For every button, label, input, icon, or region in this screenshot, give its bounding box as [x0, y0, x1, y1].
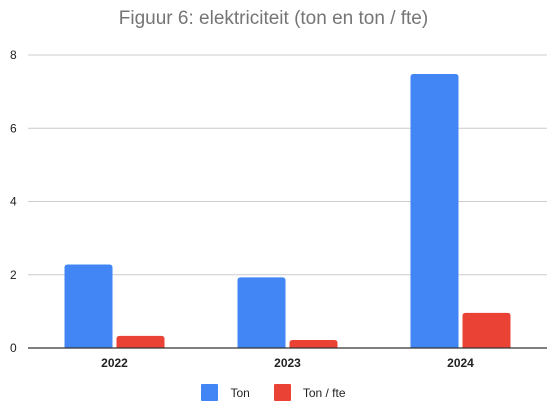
bar-ton-fte-2024: [462, 312, 511, 348]
legend-item-ton-per-fte: Ton / fte: [273, 384, 346, 401]
x-tick-label: 2022: [101, 356, 128, 370]
legend-swatch-ton-per-fte: [273, 384, 291, 401]
bar-ton-2023: [237, 277, 286, 348]
bars: [64, 74, 511, 349]
x-tick-label: 2024: [447, 356, 474, 370]
bar-ton-fte-2023: [289, 339, 338, 348]
y-axis-tick-labels: 0 2 4 6 8: [10, 48, 17, 355]
legend-label-ton: Ton: [230, 385, 250, 400]
x-tick-label: 2023: [274, 356, 301, 370]
legend-item-ton: Ton: [201, 384, 250, 401]
bar-ton-2022: [64, 264, 113, 348]
legend: Ton Ton / fte: [0, 384, 547, 401]
y-tick-label: 8: [10, 48, 17, 62]
legend-swatch-ton: [201, 384, 219, 401]
legend-label-ton-per-fte: Ton / fte: [302, 385, 346, 400]
bar-ton-2024: [410, 74, 459, 349]
bar-ton-fte-2022: [116, 335, 165, 348]
chart-title: Figuur 6: elektriciteit (ton en ton / ft…: [118, 8, 429, 29]
y-tick-label: 2: [10, 268, 17, 282]
y-tick-label: 0: [10, 341, 17, 355]
x-axis-tick-labels: 2022 2023 2024: [101, 356, 474, 370]
y-tick-label: 4: [10, 195, 17, 209]
gridlines: [28, 54, 547, 276]
y-tick-label: 6: [10, 121, 17, 135]
